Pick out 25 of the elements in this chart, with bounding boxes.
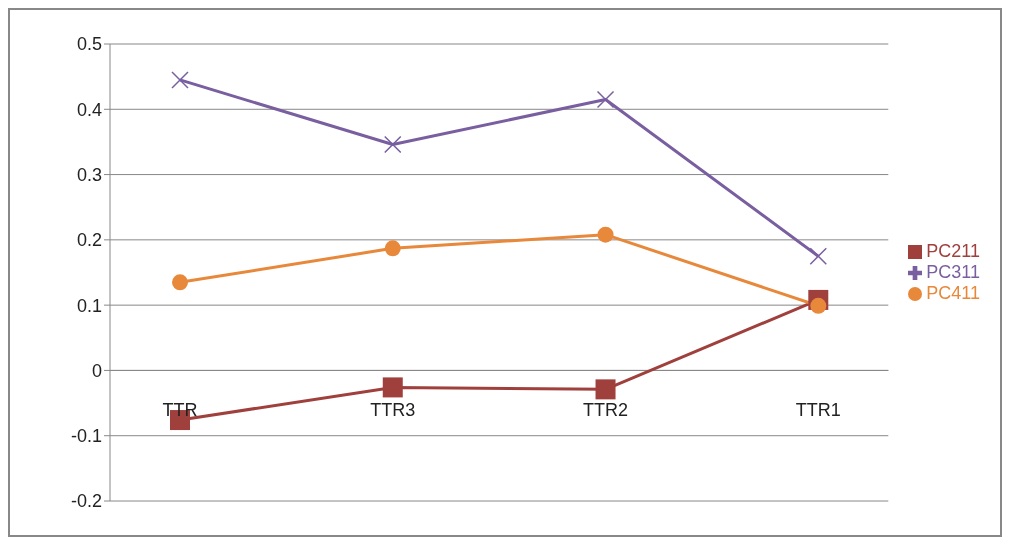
y-tick-label: 0.4: [76, 99, 102, 120]
y-tick-label: 0.5: [76, 34, 102, 55]
x-tick-label: TTR: [162, 400, 198, 421]
y-tick-label: -0.1: [70, 426, 102, 447]
legend-label: PC311: [926, 262, 980, 282]
y-tick-label: -0.2: [70, 491, 102, 512]
point: [596, 90, 615, 109]
legend-label: PC411: [926, 283, 980, 303]
point: [382, 377, 403, 398]
point: [172, 274, 188, 291]
x-tick-label: TTR2: [583, 400, 629, 421]
point: [384, 135, 402, 154]
x-tick-label: TTR3: [370, 400, 416, 421]
y-tick-label: 0.1: [76, 295, 102, 316]
x-tick-label: TTR1: [795, 400, 841, 421]
point: [810, 297, 827, 314]
point: [595, 379, 616, 400]
point: [597, 226, 614, 243]
y-tick-label: 0.3: [76, 164, 102, 185]
legend-label: PC211: [926, 241, 980, 261]
point: [809, 247, 828, 265]
point: [171, 71, 189, 89]
y-tick-label: 0: [91, 360, 102, 381]
point: [384, 240, 401, 257]
y-tick-label: 0.2: [76, 230, 102, 251]
